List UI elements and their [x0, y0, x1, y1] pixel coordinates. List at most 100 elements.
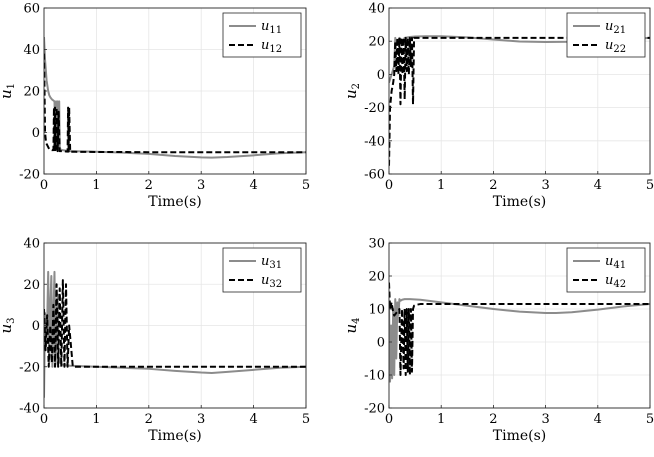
legend-label-u11: u11	[261, 19, 282, 36]
y-tick-label: 40	[23, 237, 40, 252]
legend-label-subscript: 41	[613, 260, 626, 271]
y-tick-label: 20	[23, 278, 40, 293]
legend-label-u22: u22	[605, 38, 626, 55]
legend-label-subscript: 11	[269, 25, 282, 36]
x-axis-label: Time(s)	[148, 428, 201, 444]
legend-label-u42: u42	[605, 273, 626, 290]
y-tick-label: 0	[377, 336, 385, 351]
y-axis-label-subscript: 2	[351, 83, 362, 89]
legend-label-subscript: 31	[269, 260, 282, 271]
legend-label-u41: u41	[605, 254, 626, 271]
y-axis-label-base: u	[0, 324, 15, 334]
x-tick-label: 1	[437, 412, 445, 427]
y-tick-label: 60	[23, 2, 40, 17]
y-tick-label: 0	[377, 68, 385, 83]
x-tick-label: 1	[92, 412, 100, 427]
x-tick-label: 2	[145, 178, 153, 193]
legend-box	[222, 247, 302, 293]
x-tick-label: 5	[302, 412, 310, 427]
x-tick-label: 2	[145, 412, 153, 427]
y-tick-label: -60	[364, 168, 385, 183]
legend-box	[222, 12, 302, 58]
legend-label-u12: u12	[261, 38, 282, 55]
x-tick-label: 3	[197, 412, 205, 427]
y-axis-label-base: u	[342, 89, 360, 99]
legend-label-u21: u21	[605, 19, 626, 36]
x-tick-label: 3	[541, 178, 549, 193]
x-tick-label: 4	[249, 412, 257, 427]
x-tick-label: 2	[489, 412, 497, 427]
legend-box	[566, 247, 646, 293]
x-tick-label: 4	[594, 412, 602, 427]
series-line-u42	[389, 282, 650, 376]
x-tick-label: 5	[646, 412, 654, 427]
axes-box	[388, 242, 651, 409]
y-tick-label: 20	[368, 35, 385, 50]
legend-label-base: u	[605, 254, 613, 269]
legend-label-u32: u32	[261, 273, 282, 290]
x-axis-label: Time(s)	[493, 428, 546, 444]
x-tick-label: 3	[541, 412, 549, 427]
y-axis-label: u4	[342, 317, 362, 333]
series-line-u12	[44, 53, 306, 154]
x-tick-label: 0	[40, 178, 48, 193]
legend-label-base: u	[605, 19, 613, 34]
x-tick-label: 3	[197, 178, 205, 193]
y-tick-label: -40	[364, 134, 385, 149]
x-tick-label: 4	[249, 178, 257, 193]
legend-label-subscript: 21	[613, 25, 626, 36]
axes-box	[388, 7, 651, 175]
y-tick-label: 0	[32, 319, 40, 334]
legend-label-u31: u31	[261, 254, 282, 271]
series-line-u11	[44, 37, 306, 159]
y-tick-label: 40	[23, 43, 40, 58]
y-tick-label: 40	[368, 2, 385, 17]
series-line-u32	[44, 279, 306, 368]
legend-label-subscript: 32	[269, 279, 282, 290]
y-axis-label-base: u	[342, 324, 360, 334]
legend-label-base: u	[261, 19, 269, 34]
y-axis-label-subscript: 3	[6, 317, 17, 323]
legend-label-base: u	[605, 38, 613, 53]
x-axis-label: Time(s)	[148, 194, 201, 210]
x-tick-label: 5	[646, 178, 654, 193]
series-line-u41	[389, 298, 650, 383]
x-tick-label: 0	[385, 412, 393, 427]
legend-label-subscript: 42	[613, 279, 626, 290]
x-tick-label: 0	[40, 412, 48, 427]
x-tick-label: 2	[489, 178, 497, 193]
y-axis-label-subscript: 1	[6, 83, 17, 89]
y-tick-label: -10	[364, 369, 385, 384]
x-tick-label: 1	[92, 178, 100, 193]
x-tick-label: 5	[302, 178, 310, 193]
y-tick-label: 30	[368, 237, 385, 252]
y-tick-label: -20	[19, 168, 40, 183]
series-line-u22	[389, 36, 650, 166]
y-tick-label: 20	[23, 85, 40, 100]
y-tick-label: 10	[368, 303, 385, 318]
legend-label-subscript: 12	[269, 44, 282, 55]
legend-box	[566, 12, 646, 58]
y-tick-label: -20	[364, 402, 385, 417]
y-axis-label: u3	[0, 317, 17, 333]
y-tick-label: -40	[19, 402, 40, 417]
legend: u31 u32	[222, 247, 302, 293]
x-tick-label: 4	[594, 178, 602, 193]
y-tick-label: 0	[32, 126, 40, 141]
x-tick-label: 0	[385, 178, 393, 193]
y-tick-label: -20	[364, 101, 385, 116]
legend-label-base: u	[261, 38, 269, 53]
y-axis-label-subscript: 4	[351, 317, 362, 323]
y-axis-label: u1	[0, 83, 17, 99]
legend-label-base: u	[261, 273, 269, 288]
legend-label-subscript: 22	[613, 44, 626, 55]
x-tick-label: 1	[437, 178, 445, 193]
